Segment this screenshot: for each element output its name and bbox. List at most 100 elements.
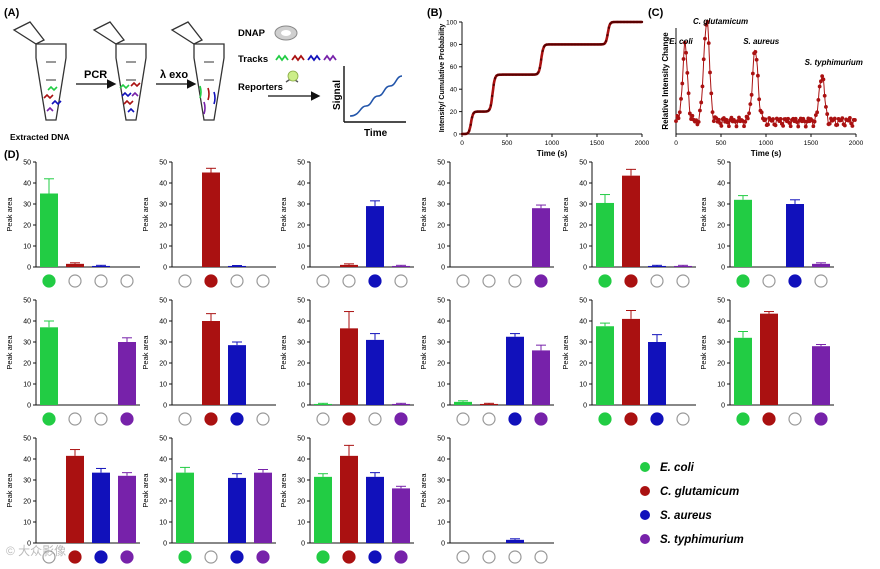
legend-label-ecoli: E. coli (660, 462, 695, 474)
d-y-tick-label: 30 (437, 478, 445, 485)
bar-styph (532, 350, 550, 405)
d-y-label: Peak area (279, 197, 288, 232)
presence-marker-styph (120, 550, 134, 564)
c-x-label: Time (s) (751, 149, 782, 158)
d-y-tick-label: 20 (579, 223, 587, 230)
d-y-tick-label: 20 (23, 361, 31, 368)
presence-marker-saureus (788, 274, 802, 288)
c-point (812, 119, 817, 124)
presence-marker-ecoli (736, 412, 750, 426)
signal-label: Signal (332, 80, 343, 110)
d-y-label: Peak area (699, 335, 708, 370)
d-y-tick-label: 0 (441, 403, 445, 410)
bar-ecoli (40, 327, 58, 405)
b-x-tick-label: 0 (460, 140, 464, 147)
d-y-label: Peak area (699, 197, 708, 232)
b-y-label: Intensity/ Cumulative Probability (439, 24, 446, 133)
d-y-tick-label: 30 (297, 340, 305, 347)
d-y-tick-label: 40 (159, 181, 167, 188)
d-y-label: Peak area (141, 197, 150, 232)
presence-marker-saureus (508, 412, 522, 426)
d-y-tick-label: 40 (717, 181, 725, 188)
b-point (537, 71, 540, 74)
bar-cglut (340, 328, 358, 405)
c-point (696, 119, 701, 124)
bar-subplot: 0 10 20 30 40 50 Peak area (419, 436, 554, 564)
presence-marker-saureus (368, 274, 382, 288)
c-point (832, 116, 837, 121)
c-point (709, 91, 714, 96)
pcr-label: PCR (84, 69, 107, 81)
d-y-tick-label: 10 (717, 244, 725, 251)
legend-label-saureus: S. aureus (660, 510, 712, 522)
c-point (793, 116, 798, 121)
presence-marker-styph (676, 412, 690, 426)
d-y-tick-label: 50 (297, 160, 305, 167)
presence-marker-saureus (368, 550, 382, 564)
b-point (538, 66, 541, 70)
b-point (542, 45, 546, 48)
d-y-tick-label: 50 (579, 298, 587, 305)
d-y-tick-label: 0 (441, 265, 445, 272)
d-y-tick-label: 40 (23, 181, 31, 188)
d-y-tick-label: 10 (579, 382, 587, 389)
b-y-tick-label: 80 (450, 42, 458, 49)
panel-label-d: (D) (4, 149, 20, 161)
bar-subplot: 0 10 20 30 40 50 Peak area (279, 160, 414, 288)
bar-styph (812, 263, 830, 267)
c-point (771, 117, 775, 121)
bar-cglut (340, 455, 358, 543)
d-y-label: Peak area (419, 335, 428, 370)
legend-item-saureus: S. aureus (640, 510, 712, 522)
bar-saureus (92, 265, 110, 267)
d-y-tick-label: 30 (579, 202, 587, 209)
presence-marker-ecoli (42, 274, 56, 288)
bar-ecoli (454, 401, 472, 405)
bar-saureus (228, 477, 246, 543)
bar-subplot: 0 10 20 30 40 50 Peak area (279, 298, 414, 426)
bar-cglut (622, 318, 640, 405)
presence-marker-cglut (342, 412, 356, 426)
presence-marker-ecoli (736, 274, 750, 288)
bar-ecoli (734, 337, 752, 405)
signal-inset: Signal Time (332, 66, 406, 139)
c-point (680, 81, 685, 86)
d-y-tick-label: 40 (297, 181, 305, 188)
presence-marker-cglut (624, 412, 638, 426)
bar-saureus (366, 476, 384, 543)
d-y-tick-label: 40 (579, 319, 587, 326)
presence-marker-cglut (342, 550, 356, 564)
d-y-label: Peak area (5, 197, 14, 232)
c-point (786, 116, 791, 121)
d-y-tick-label: 50 (437, 160, 445, 167)
presence-marker-cglut (762, 412, 776, 426)
b-x-tick-label: 500 (502, 140, 513, 147)
b-trace-line (462, 20, 642, 136)
presence-marker-saureus (230, 274, 244, 288)
d-y-tick-label: 50 (717, 298, 725, 305)
b-point (488, 108, 491, 111)
presence-marker-styph (256, 274, 270, 288)
c-point (686, 91, 691, 96)
c-point (729, 115, 734, 120)
c-point (756, 73, 760, 78)
bar-saureus (506, 539, 524, 543)
b-y-tick-label: 20 (450, 109, 458, 116)
d-y-tick-label: 20 (297, 223, 305, 230)
c-point (711, 119, 716, 124)
presence-marker-saureus (508, 274, 522, 288)
c-point (825, 112, 830, 116)
d-y-tick-label: 20 (579, 361, 587, 368)
d-y-tick-label: 50 (297, 436, 305, 443)
b-point (541, 49, 544, 53)
presence-marker-cglut (68, 550, 82, 564)
bar-cglut (66, 455, 84, 543)
bar-subplot: 0 10 20 30 40 50 Peak area (699, 160, 834, 288)
d-y-label: Peak area (279, 473, 288, 508)
c-point (788, 124, 793, 129)
bar-saureus (92, 472, 110, 543)
d-y-tick-label: 40 (437, 457, 445, 464)
bar-subplot: 0 10 20 30 40 50 Peak area (279, 436, 414, 564)
panel-b-chart: 0 500 1000 1500 2000 0 20 40 60 80 100 Time (s) Inte… (439, 19, 650, 158)
presence-marker-styph (394, 550, 408, 564)
